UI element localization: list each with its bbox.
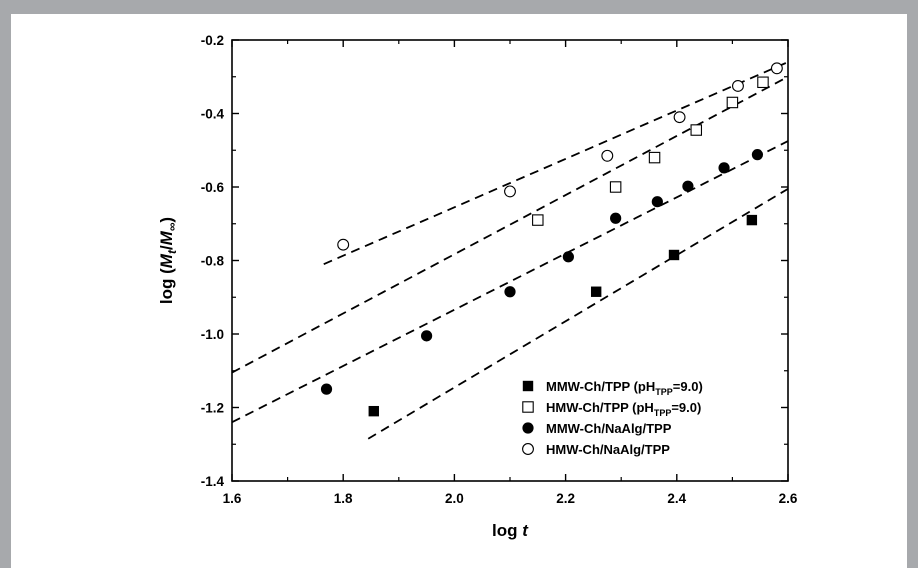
data-point-filled-circle xyxy=(320,383,333,395)
data-point-open-circle xyxy=(337,238,350,251)
data-point-filled-square xyxy=(590,286,602,297)
fit-line-open-circle xyxy=(323,61,789,266)
y-tick-label: -1.2 xyxy=(201,401,224,416)
y-axis-label: log (Mt/M∞) xyxy=(157,217,179,304)
data-point-filled-circle xyxy=(562,251,574,263)
data-point-open-square xyxy=(726,96,739,109)
legend-marker-filled-circle xyxy=(522,422,534,434)
data-point-open-square xyxy=(532,214,544,226)
y-tick-label: -1.4 xyxy=(201,474,225,489)
x-tick-label: 2.2 xyxy=(556,491,575,506)
data-point-open-square xyxy=(648,151,661,164)
data-markers xyxy=(320,62,783,417)
fit-line-open-square xyxy=(231,75,789,374)
data-point-filled-square xyxy=(746,214,758,226)
data-point-open-square xyxy=(757,76,769,89)
plot-area xyxy=(231,39,789,482)
x-tick-label: 1.6 xyxy=(223,491,242,506)
data-point-open-square xyxy=(609,181,622,193)
data-point-filled-square xyxy=(668,249,680,261)
data-point-filled-square xyxy=(368,405,379,417)
y-tick-label: -0.6 xyxy=(201,180,225,195)
x-tick-label: 2.4 xyxy=(667,491,686,506)
data-point-filled-circle xyxy=(718,162,730,174)
legend: MMW-Ch/TPP (pHTPP=9.0) HMW-Ch/TPP (pHTPP=… xyxy=(522,379,703,457)
y-tick-label: -0.2 xyxy=(201,33,224,48)
data-point-open-circle xyxy=(732,79,744,92)
data-point-open-square xyxy=(690,124,703,136)
fit-line-filled-square xyxy=(367,188,789,440)
data-point-filled-circle xyxy=(610,212,622,224)
fit-lines xyxy=(231,61,789,440)
x-tick-label: 1.8 xyxy=(334,491,353,506)
data-point-open-circle xyxy=(770,62,783,75)
data-point-open-circle xyxy=(601,149,614,162)
data-point-filled-circle xyxy=(421,330,433,342)
data-point-filled-circle xyxy=(682,180,694,192)
legend-marker-open-circle xyxy=(522,443,534,455)
legend-label: MMW-Ch/TPP (pHTPP=9.0) xyxy=(546,379,703,397)
legend-label: HMW-Ch/TPP (pHTPP=9.0) xyxy=(546,400,701,418)
legend-marker-filled-square xyxy=(522,380,534,392)
data-point-filled-circle xyxy=(504,286,516,298)
legend-label: HMW-Ch/NaAlg/TPP xyxy=(546,442,670,457)
data-point-open-circle xyxy=(673,111,686,124)
axis-ticks xyxy=(231,39,789,482)
y-tick-label: -0.8 xyxy=(201,254,225,269)
data-point-filled-circle xyxy=(751,149,764,161)
x-tick-label: 2.0 xyxy=(445,491,464,506)
y-tick-label: -0.4 xyxy=(201,107,225,122)
legend-marker-open-square xyxy=(522,401,534,413)
x-tick-label: 2.6 xyxy=(779,491,798,506)
tick-labels: 1.6 1.8 2.0 2.2 2.4 2.6 -0.2 -0.4 -0.6 -0.8 -1.0 -1… xyxy=(201,33,798,506)
data-point-filled-circle xyxy=(651,196,663,208)
x-axis-label: log t xyxy=(492,521,529,540)
y-tick-label: -1.0 xyxy=(201,327,224,342)
legend-label: MMW-Ch/NaAlg/TPP xyxy=(546,421,672,436)
data-point-open-circle xyxy=(504,185,516,198)
